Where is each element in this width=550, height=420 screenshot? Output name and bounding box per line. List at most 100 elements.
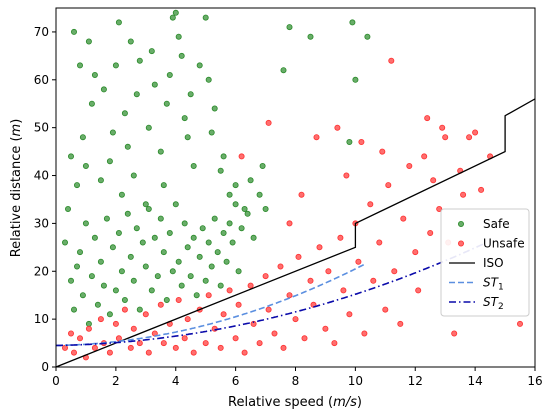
- safe-point: [142, 201, 149, 208]
- safe-point: [214, 249, 221, 256]
- unsafe-point: [442, 134, 449, 141]
- safe-point: [88, 273, 95, 280]
- unsafe-point: [232, 335, 239, 342]
- safe-point: [187, 273, 194, 280]
- unsafe-point: [226, 287, 233, 294]
- unsafe-point: [220, 311, 227, 318]
- unsafe-point: [271, 330, 278, 337]
- legend-safe-marker: [457, 220, 464, 227]
- safe-point: [211, 105, 218, 112]
- unsafe-point: [112, 320, 119, 327]
- unsafe-point: [106, 349, 113, 356]
- safe-point: [124, 210, 131, 217]
- safe-point: [91, 72, 98, 79]
- unsafe-point: [367, 201, 374, 208]
- safe-point: [232, 201, 239, 208]
- unsafe-point: [175, 296, 182, 303]
- safe-point: [352, 76, 359, 83]
- safe-point: [196, 62, 203, 69]
- unsafe-point: [427, 229, 434, 236]
- unsafe-point: [376, 239, 383, 246]
- safe-point: [259, 162, 266, 169]
- unsafe-point: [280, 344, 287, 351]
- safe-point: [178, 282, 185, 289]
- unsafe-point: [298, 191, 305, 198]
- legend-safe-label: Safe: [483, 217, 510, 231]
- safe-point: [130, 172, 137, 179]
- unsafe-point: [421, 153, 428, 160]
- safe-point: [187, 91, 194, 98]
- unsafe-point: [406, 162, 413, 169]
- y-tick-label: 50: [34, 121, 49, 135]
- safe-point: [88, 100, 95, 107]
- safe-point: [133, 225, 140, 232]
- unsafe-point: [262, 273, 269, 280]
- safe-point: [79, 292, 86, 299]
- safe-point: [226, 191, 233, 198]
- safe-point: [205, 76, 212, 83]
- unsafe-point: [361, 330, 368, 337]
- safe-point: [127, 253, 134, 260]
- unsafe-point: [370, 277, 377, 284]
- safe-point: [142, 263, 149, 270]
- x-axis-label: Relative speed (m/s): [228, 395, 362, 410]
- safe-point: [280, 67, 287, 74]
- safe-point: [175, 258, 182, 265]
- unsafe-point: [358, 138, 365, 145]
- safe-point: [68, 153, 75, 160]
- unsafe-point: [451, 330, 458, 337]
- safe-point: [160, 182, 167, 189]
- safe-point: [148, 287, 155, 294]
- lines-layer: [56, 98, 535, 367]
- y-tick-label: 70: [34, 25, 49, 39]
- safe-point: [74, 182, 81, 189]
- safe-point: [346, 138, 353, 145]
- safe-point: [106, 311, 113, 318]
- y-tick-label: 30: [34, 216, 49, 230]
- safe-point: [190, 234, 197, 241]
- safe-point: [196, 253, 203, 260]
- safe-point: [118, 268, 125, 275]
- safe-point: [103, 215, 110, 222]
- safe-point: [121, 110, 128, 117]
- unsafe-point: [472, 129, 479, 136]
- x-tick-label: 4: [172, 374, 180, 388]
- unsafe-point: [292, 316, 299, 323]
- x-tick-label: 16: [527, 374, 542, 388]
- safe-point: [208, 129, 215, 136]
- safe-point: [77, 249, 84, 256]
- safe-point: [97, 177, 104, 184]
- unsafe-point: [334, 124, 341, 131]
- unsafe-point: [436, 205, 443, 212]
- unsafe-point: [71, 349, 78, 356]
- unsafe-point: [136, 340, 143, 347]
- safe-point: [208, 263, 215, 270]
- safe-point: [169, 268, 176, 275]
- safe-point: [68, 277, 75, 284]
- safe-point: [121, 296, 128, 303]
- safe-point: [217, 282, 224, 289]
- safe-point: [181, 115, 188, 122]
- safe-point: [148, 48, 155, 55]
- unsafe-point: [466, 134, 473, 141]
- safe-point: [349, 19, 356, 26]
- unsafe-point: [286, 292, 293, 299]
- unsafe-point: [295, 253, 302, 260]
- unsafe-point: [430, 177, 437, 184]
- safe-point: [71, 306, 78, 313]
- safe-point: [250, 234, 257, 241]
- safe-point: [256, 191, 263, 198]
- unsafe-point: [397, 320, 404, 327]
- safe-point: [157, 148, 164, 155]
- unsafe-point: [382, 306, 389, 313]
- x-axis: 0 2 4 6 8 10 12 14 16: [52, 367, 543, 388]
- safe-point: [178, 52, 185, 59]
- unsafe-point: [265, 119, 272, 126]
- unsafe-point: [142, 311, 149, 318]
- unsafe-point: [415, 287, 422, 294]
- unsafe-point: [460, 191, 467, 198]
- unsafe-point: [190, 349, 197, 356]
- legend: Safe Unsafe ISO ST1 ST2: [440, 208, 530, 317]
- unsafe-point: [205, 292, 212, 299]
- unsafe-point: [127, 344, 134, 351]
